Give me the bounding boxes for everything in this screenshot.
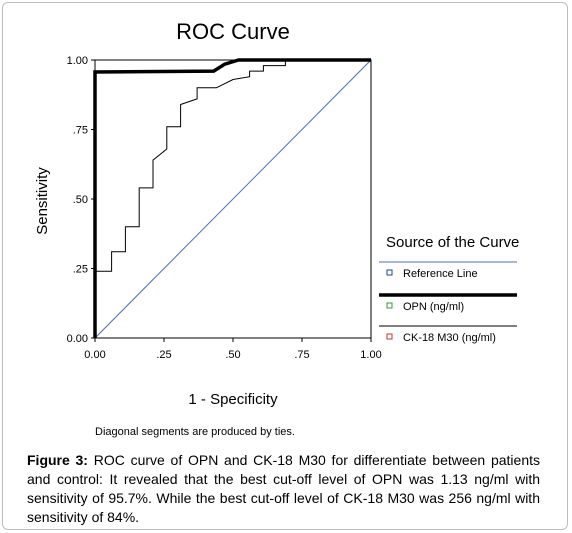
x-axis-label: 1 - Specificity bbox=[188, 391, 278, 408]
roc-chart: ROC Curve 0.00 .25 .50 .75 1.00 0.00 .25 .50 .7… bbox=[34, 19, 519, 438]
legend-marker-1 bbox=[386, 302, 393, 309]
legend-label-1: OPN (ng/ml) bbox=[403, 301, 464, 313]
x-axis-ticks: 0.00 .25 .50 .75 1.00 bbox=[84, 338, 382, 361]
legend-label-2: CK-18 M30 (ng/ml) bbox=[403, 332, 496, 344]
y-axis-label: Sensitivity bbox=[34, 167, 51, 235]
plot-area bbox=[93, 58, 372, 339]
y-axis-ticks: 0.00 .25 .50 .75 1.00 bbox=[67, 55, 95, 345]
chart-footnote: Diagonal segments are produced by ties. bbox=[95, 426, 295, 438]
x-tick-label: .50 bbox=[225, 349, 240, 361]
x-tick-label: 1.00 bbox=[360, 349, 381, 361]
y-tick-label: .75 bbox=[73, 125, 88, 137]
chart-title: ROC Curve bbox=[176, 19, 290, 44]
caption-label: Figure 3: bbox=[27, 452, 88, 468]
x-tick-label: .25 bbox=[156, 349, 171, 361]
y-tick-label: .25 bbox=[73, 264, 88, 276]
x-tick-label: .75 bbox=[294, 349, 309, 361]
y-tick-label: .50 bbox=[73, 194, 88, 206]
x-tick-label: 0.00 bbox=[84, 349, 105, 361]
caption-text: ROC curve of OPN and CK-18 M30 for diffe… bbox=[27, 452, 540, 525]
series-line-2 bbox=[94, 59, 371, 338]
legend-label-0: Reference Line bbox=[403, 268, 478, 280]
legend: Reference Line OPN (ng/ml) CK-18 M30 (ng/m… bbox=[379, 261, 517, 344]
y-tick-label: 0.00 bbox=[67, 333, 88, 345]
y-tick-label: 1.00 bbox=[67, 55, 88, 67]
legend-marker-0 bbox=[386, 269, 393, 276]
legend-marker-2 bbox=[386, 333, 393, 340]
series-line-0 bbox=[94, 59, 372, 339]
series-line-1 bbox=[93, 58, 371, 338]
legend-title: Source of the Curve bbox=[386, 234, 519, 251]
figure-caption: Figure 3: ROC curve of OPN and CK-18 M30… bbox=[27, 451, 540, 527]
